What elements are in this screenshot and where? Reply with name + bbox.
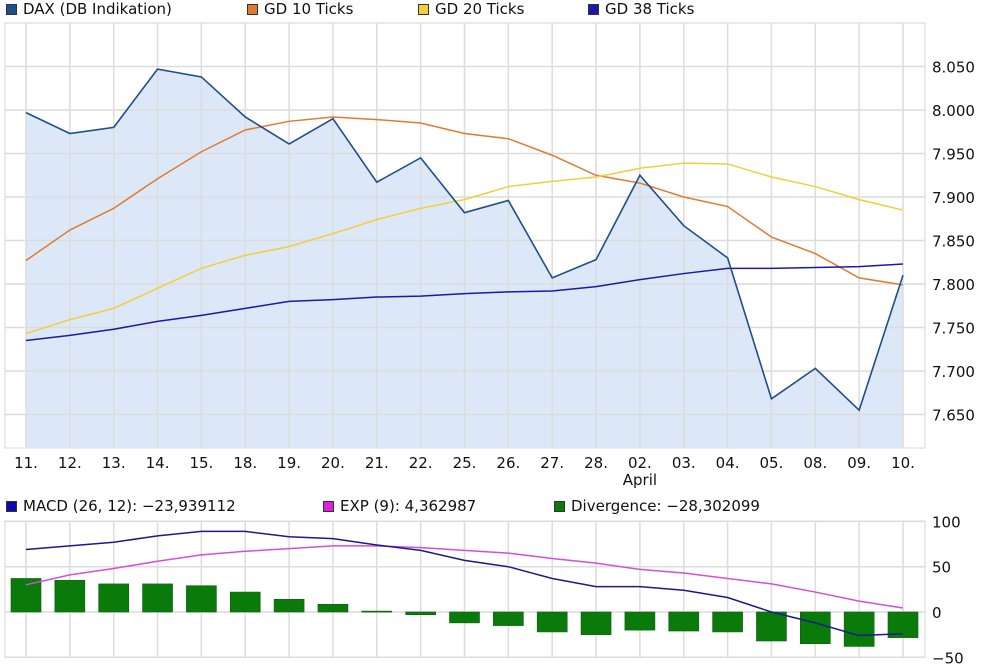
x-tick-label: 09. — [847, 454, 871, 472]
x-tick-label: 19. — [277, 454, 301, 472]
y-tick-label: 7.700 — [932, 363, 975, 381]
x-tick-label: 20. — [321, 454, 345, 472]
x-tick-label: 08. — [803, 454, 827, 472]
divergence-bar — [317, 603, 349, 613]
divergence-bar — [756, 611, 787, 642]
y-tick-label: 7.900 — [932, 189, 975, 207]
legend-label: MACD (26, 12): −23,939112 — [23, 497, 236, 515]
divergence-bar — [712, 611, 743, 633]
legend-swatch-icon — [323, 500, 334, 512]
series-line-gd-20-ticks — [25, 162, 904, 335]
y-tick-label: 7.850 — [932, 233, 975, 251]
x-tick-label: 03. — [672, 454, 696, 472]
series-line-macd-26-12- — [25, 530, 904, 637]
legend-swatch-icon — [554, 500, 565, 512]
x-tick-label: 28. — [584, 454, 608, 472]
legend-item-gd10: GD 10 Ticks — [247, 0, 353, 18]
legend-item-dax: DAX (DB Indikation) — [6, 0, 172, 18]
divergence-bar — [668, 611, 700, 632]
price-chart-legend: DAX (DB Indikation) GD 10 Ticks GD 20 Ti… — [6, 0, 996, 20]
divergence-bar — [54, 579, 86, 613]
y-tick-label: 100 — [932, 513, 961, 531]
legend-label: GD 10 Ticks — [264, 0, 354, 18]
divergence-bar — [624, 611, 656, 631]
y-tick-label: −50 — [932, 649, 964, 667]
divergence-bar — [843, 611, 875, 647]
y-tick-label: 8.050 — [932, 59, 975, 77]
x-tick-label: 04. — [716, 454, 740, 472]
legend-item-divergence: Divergence: −28,302099 — [554, 497, 760, 515]
divergence-bar — [405, 611, 436, 616]
x-tick-label: 25. — [453, 454, 477, 472]
series-line-dax-db-indikation- — [25, 68, 904, 412]
divergence-bar — [493, 611, 524, 626]
legend-swatch-icon — [247, 3, 258, 15]
x-axis-month-label: April — [623, 471, 657, 489]
y-tick-label: 50 — [932, 559, 951, 577]
divergence-bar — [799, 611, 831, 645]
x-tick-label: 14. — [146, 454, 170, 472]
series-line-gd-38-ticks — [25, 263, 904, 342]
legend-swatch-icon — [588, 3, 599, 15]
x-tick-label: 11. — [14, 454, 38, 472]
divergence-bar — [142, 583, 173, 613]
y-tick-label: 7.800 — [932, 276, 975, 294]
series-line-gd-10-ticks — [25, 116, 904, 286]
legend-label: GD 38 Ticks — [605, 0, 695, 18]
legend-item-gd20: GD 20 Ticks — [418, 0, 524, 18]
y-tick-label: 7.750 — [932, 320, 975, 338]
x-tick-label: 22. — [409, 454, 433, 472]
legend-label: GD 20 Ticks — [435, 0, 525, 18]
x-tick-label: 26. — [496, 454, 520, 472]
legend-label: EXP (9): 4,362987 — [340, 497, 477, 515]
x-tick-label: 12. — [58, 454, 82, 472]
x-tick-label: 27. — [540, 454, 564, 472]
price-chart: 8.050 8.000 7.950 7.900 7.850 7.800 7.750 7.700… — [4, 22, 975, 489]
legend-label: DAX (DB Indikation) — [23, 0, 172, 18]
x-tick-label: 10. — [891, 454, 915, 472]
divergence-bar — [536, 611, 568, 633]
legend-swatch-icon — [6, 500, 17, 512]
y-tick-label: 8.000 — [932, 102, 975, 120]
series-line-exp-9- — [25, 545, 904, 609]
legend-swatch-icon — [6, 3, 17, 15]
divergence-bar — [449, 611, 480, 624]
x-tick-label: 21. — [365, 454, 389, 472]
y-tick-label: 7.950 — [932, 146, 975, 164]
divergence-bar — [887, 611, 919, 638]
legend-label: Divergence: −28,302099 — [571, 497, 760, 515]
divergence-bar — [580, 611, 612, 635]
legend-item-macd: MACD (26, 12): −23,939112 — [6, 497, 236, 515]
y-tick-label: 7.650 — [932, 407, 975, 425]
x-tick-label: 02. — [628, 454, 652, 472]
y-tick-label: 0 — [932, 604, 942, 622]
macd-chart-legend: MACD (26, 12): −23,939112 EXP (9): 4,362… — [6, 497, 996, 517]
legend-item-exp: EXP (9): 4,362987 — [323, 497, 476, 515]
divergence-bar — [98, 583, 129, 613]
legend-item-gd38: GD 38 Ticks — [588, 0, 694, 18]
divergence-bar — [361, 610, 393, 613]
x-tick-label: 18. — [233, 454, 257, 472]
divergence-bar — [229, 591, 261, 613]
x-tick-label: 15. — [189, 454, 213, 472]
divergence-bar — [10, 578, 42, 613]
divergence-bar — [273, 599, 305, 613]
legend-swatch-icon — [418, 3, 429, 15]
x-tick-label: 05. — [760, 454, 784, 472]
x-tick-label: 13. — [102, 454, 126, 472]
divergence-bar — [186, 585, 217, 613]
